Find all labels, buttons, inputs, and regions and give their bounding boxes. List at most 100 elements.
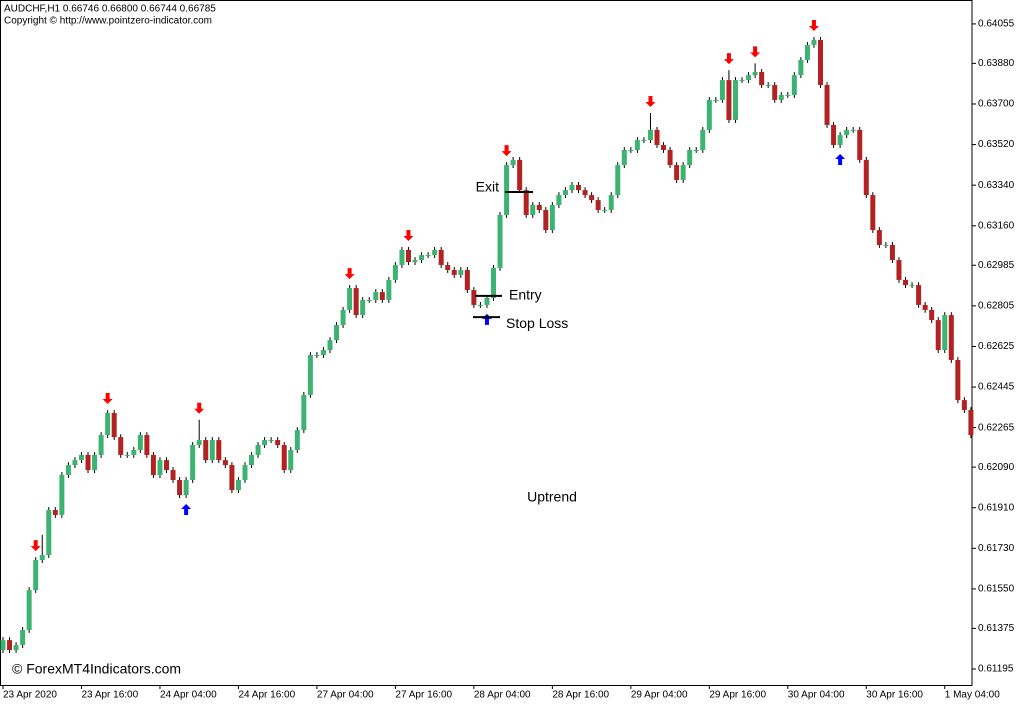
level-label: Stop Loss [506, 315, 568, 331]
candle-body [595, 200, 601, 210]
candle-body [216, 440, 222, 461]
candle-body [942, 315, 948, 351]
candle-body [641, 140, 647, 142]
x-tick-label: 23 Apr 16:00 [81, 690, 138, 701]
level-label: Entry [509, 287, 542, 303]
candle-body [249, 454, 255, 466]
candle-body [262, 440, 268, 446]
candle-body [765, 85, 771, 87]
candle-body [124, 454, 130, 456]
y-tick-label: 0.61730 [978, 543, 1015, 554]
sell-arrow [30, 540, 41, 552]
x-tick-label: 30 Apr 16:00 [866, 690, 923, 701]
candle-body [916, 285, 922, 305]
candle-body [621, 149, 627, 166]
x-tick-label: 29 Apr 16:00 [709, 690, 766, 701]
candle-body [438, 249, 444, 266]
y-tick-label: 0.61195 [978, 664, 1014, 675]
y-tick-label: 0.63340 [978, 180, 1015, 191]
y-tick-label: 0.63160 [978, 220, 1015, 231]
x-tick-label: 27 Apr 04:00 [317, 690, 374, 701]
candle-body [209, 440, 215, 461]
candle-body [366, 299, 372, 301]
candle-body [713, 99, 719, 101]
candle-body [340, 309, 346, 326]
candle-body [118, 437, 124, 455]
candle-body [517, 159, 523, 191]
y-tick-label: 0.62985 [978, 260, 1015, 271]
candle-body [288, 449, 294, 471]
candle-body [739, 80, 745, 82]
candle-body [667, 149, 673, 166]
candle-body [582, 190, 588, 196]
sell-arrow [808, 19, 819, 31]
candle-body [752, 71, 758, 76]
candle-body [379, 292, 385, 300]
candle-body [497, 214, 503, 268]
candle-body [870, 195, 876, 231]
chart-title: AUDCHF,H1 0.66746 0.66800 0.66744 0.6678… [4, 4, 216, 15]
candle-body [392, 265, 398, 280]
candle-body [687, 149, 693, 166]
candle-body [818, 39, 823, 86]
candle-body [373, 292, 379, 300]
candle-body [772, 85, 778, 100]
candle-body [955, 359, 961, 401]
watermark: © ForexMT4Indicators.com [12, 661, 181, 677]
candle-body [98, 435, 104, 455]
candle-body [889, 244, 895, 261]
plot-frame [0, 0, 973, 686]
candle-body [778, 94, 784, 100]
candle-body [26, 590, 32, 630]
candle-body [785, 94, 791, 96]
candle-body [72, 460, 78, 466]
candle-body [405, 249, 411, 263]
candle-body [674, 165, 680, 180]
candle-body [170, 470, 176, 480]
x-tick-label: 23 Apr 2020 [3, 690, 57, 701]
candle-body [419, 255, 425, 261]
candle-body [647, 129, 653, 141]
candle-body [39, 555, 45, 561]
candle-body [935, 320, 941, 351]
y-tick-label: 0.63880 [978, 58, 1015, 69]
candle-body [65, 465, 71, 476]
x-tick-label: 29 Apr 04:00 [631, 690, 688, 701]
candle-body [386, 279, 392, 300]
candle-body [523, 190, 529, 215]
candle-body [804, 44, 810, 60]
candle-body [837, 135, 843, 146]
candle-body [13, 645, 19, 651]
y-tick-label: 0.61375 [978, 623, 1015, 634]
candle-body [190, 445, 196, 480]
candle-body [255, 445, 261, 455]
candle-body [628, 149, 634, 151]
candle-body [569, 184, 575, 191]
candle-body [700, 129, 706, 150]
candle-body [229, 465, 235, 491]
level-label: Exit [476, 179, 499, 195]
candle-body [59, 475, 65, 515]
y-tick-label: 0.63700 [978, 99, 1015, 110]
buy-arrow [835, 153, 846, 165]
candle-body [353, 288, 359, 316]
x-tick-label: 24 Apr 04:00 [160, 690, 217, 701]
candle-body [726, 80, 732, 120]
candle-body [301, 394, 307, 431]
candle-body [150, 454, 156, 476]
candle-body [909, 285, 915, 287]
candle-body [458, 269, 464, 275]
candle-body [360, 299, 366, 316]
y-tick-label: 0.61550 [978, 584, 1015, 595]
sell-arrow [645, 96, 656, 108]
candle-body [131, 449, 137, 455]
candle-body [510, 159, 516, 166]
candle-body [883, 244, 889, 246]
candle-body [314, 355, 320, 357]
candle-body [281, 445, 287, 471]
candle-body [811, 39, 817, 45]
candle-body [412, 260, 418, 263]
candle-body [798, 59, 804, 76]
candle-body [432, 249, 438, 256]
